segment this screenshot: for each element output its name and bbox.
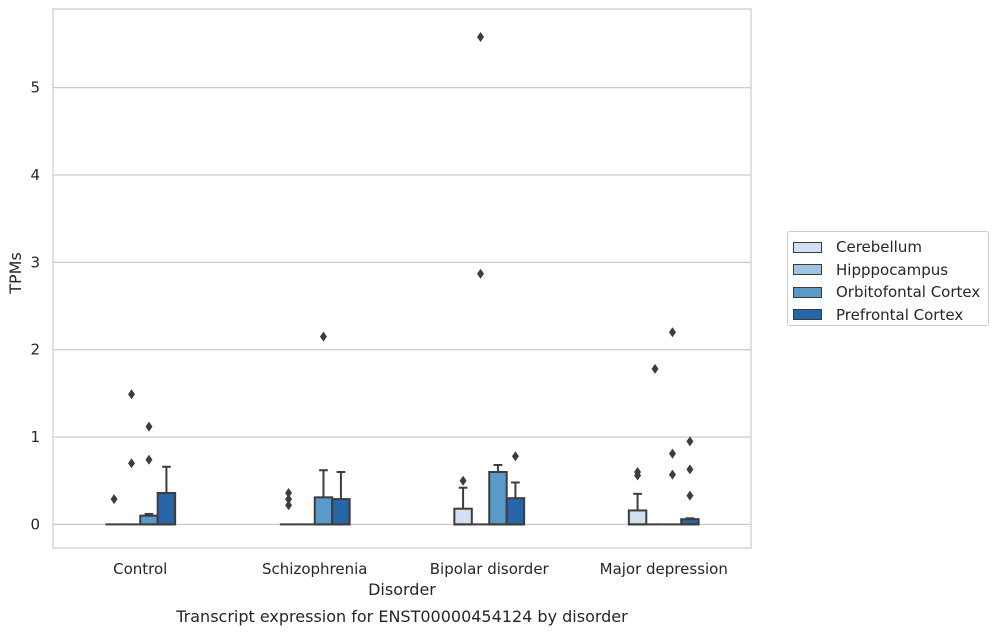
box-iqr	[156, 491, 177, 526]
legend-item: Orbitofontal Cortex	[793, 281, 988, 304]
chart-caption: Transcript expression for ENST0000045412…	[175, 607, 628, 626]
y-tick-label: 5	[30, 79, 40, 97]
outlier-point	[128, 389, 136, 400]
box-iqr	[331, 498, 351, 526]
outlier-point	[459, 475, 467, 486]
legend-swatch	[793, 241, 822, 253]
legend-swatch	[793, 286, 822, 298]
y-axis-title: TPMs	[6, 252, 25, 295]
outlier-point	[285, 500, 293, 511]
box	[505, 451, 526, 526]
outlier-point	[128, 458, 136, 469]
y-tick-label: 4	[30, 166, 40, 184]
box	[663, 327, 682, 526]
outlier-point	[145, 421, 153, 432]
outlier-point	[477, 268, 485, 279]
box-iqr	[505, 497, 526, 526]
outlier-point	[686, 436, 694, 447]
legend: Cerebellum Hipppocampus Orbitofontal Corte…	[787, 231, 989, 326]
outlier-point	[668, 327, 676, 338]
legend-label: Cerebellum	[836, 238, 922, 257]
x-tick-label: Major depression	[600, 560, 728, 578]
legend-swatch	[793, 309, 822, 321]
y-axis-ticks: 0 1 2 3 4 5	[30, 79, 40, 534]
y-tick-label: 2	[30, 341, 40, 359]
legend-swatch	[793, 264, 822, 276]
legend-item: Prefrontal Cortex	[793, 304, 988, 327]
x-tick-label: Bipolar disorder	[430, 560, 550, 578]
box-iqr	[627, 509, 648, 526]
legend-label: Orbitofontal Cortex	[836, 283, 981, 302]
legend-label: Prefrontal Cortex	[836, 305, 964, 324]
box	[680, 436, 700, 526]
box-iqr	[139, 514, 159, 526]
box	[331, 470, 351, 526]
outlier-point	[285, 487, 293, 498]
outlier-point	[686, 464, 694, 475]
gridlines	[53, 86, 751, 526]
box	[105, 494, 123, 526]
series-hipppocampus	[122, 31, 664, 526]
outlier-point	[651, 363, 659, 374]
outlier-point	[110, 494, 118, 505]
box	[471, 31, 490, 526]
series-prefrontal-cortex	[156, 436, 700, 526]
outlier-point	[319, 331, 327, 342]
outlier-point	[634, 466, 642, 477]
box	[627, 466, 648, 526]
y-tick-label: 1	[30, 428, 40, 446]
outlier-point	[668, 469, 676, 480]
box	[646, 363, 664, 526]
legend-item: Hipppocampus	[793, 259, 988, 282]
legend-label: Hipppocampus	[836, 260, 949, 279]
box-iqr	[453, 507, 473, 526]
series-cerebellum	[105, 466, 648, 526]
box-series	[105, 31, 700, 526]
plot-area-frame	[52, 8, 752, 549]
box	[488, 464, 508, 526]
legend-item: Cerebellum	[793, 236, 988, 259]
box	[279, 487, 298, 526]
outlier-point	[285, 494, 293, 505]
x-axis-ticks: Control Schizophrenia Bipolar disorder Majo…	[113, 560, 728, 578]
box-iqr	[313, 496, 334, 526]
y-tick-label: 0	[30, 515, 40, 533]
outlier-point	[477, 31, 485, 42]
box	[313, 331, 334, 526]
outlier-point	[686, 490, 694, 501]
y-tick-label: 3	[30, 253, 40, 271]
box	[139, 421, 159, 526]
x-tick-label: Schizophrenia	[262, 560, 367, 578]
outlier-point	[668, 448, 676, 459]
box	[453, 475, 473, 526]
x-axis-title: Disorder	[368, 580, 436, 599]
x-tick-label: Control	[113, 560, 167, 578]
outlier-point	[145, 454, 153, 465]
outlier-point	[511, 451, 519, 462]
series-orbitofontal-cortex	[139, 327, 682, 526]
box	[122, 389, 141, 526]
box	[156, 465, 177, 526]
box-iqr	[488, 470, 508, 526]
